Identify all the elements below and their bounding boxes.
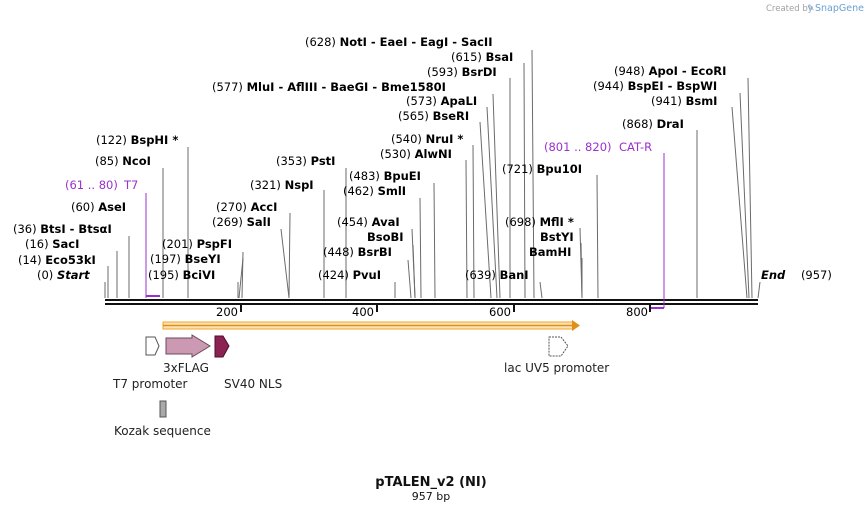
primer-t7-range: (61 .. 80) xyxy=(65,178,118,192)
site-line xyxy=(579,227,583,299)
svg-text:SV40 NLS: SV40 NLS xyxy=(224,377,282,391)
site-line xyxy=(288,212,291,299)
primer-cat-r[interactable]: (801 .. 820) CAT-R xyxy=(544,140,665,309)
axis-label-200: 200 xyxy=(216,305,238,319)
axis-label-400: 400 xyxy=(352,305,374,319)
site-label[interactable]: (353) PstI xyxy=(276,154,335,168)
site-line xyxy=(465,159,468,299)
credit-brand: SnapGene xyxy=(815,3,864,14)
plasmid-length: 957 bp xyxy=(412,490,450,503)
site-label[interactable]: (944) BspEI - BspWI xyxy=(593,79,717,93)
site-line xyxy=(407,259,412,299)
site-label[interactable]: (454) AvaI xyxy=(337,215,400,229)
site-label[interactable]: (615) BsaI xyxy=(451,50,513,64)
svg-text:lac UV5 promoter: lac UV5 promoter xyxy=(504,361,609,375)
site-line xyxy=(280,228,290,299)
svg-text:3xFLAG: 3xFLAG xyxy=(163,361,209,375)
axis-ticks xyxy=(240,305,651,312)
site-label[interactable]: (483) BpuEI xyxy=(349,169,421,183)
site-label[interactable]: (868) DraI xyxy=(622,117,684,131)
site-label[interactable]: (270) AccI xyxy=(216,200,277,214)
site-label[interactable]: (573) ApaLI xyxy=(406,94,477,108)
site-line xyxy=(531,49,535,299)
site-line xyxy=(472,144,475,299)
feature-3xflag[interactable]: 3xFLAG xyxy=(163,334,211,375)
site-label[interactable]: BamHI xyxy=(529,245,571,259)
feature-kozak-sequence[interactable]: Kozak sequence xyxy=(114,400,211,438)
plasmid-name: pTALEN_v2 (NI) xyxy=(375,475,486,490)
feature-t7-promoter[interactable]: T7 promoter xyxy=(112,336,188,391)
site-label[interactable]: (448) BsrBI xyxy=(323,245,392,259)
site-line xyxy=(739,92,750,299)
snapgene-logo-icon: ✎ xyxy=(807,4,815,14)
axis-label-600: 600 xyxy=(489,305,511,319)
site-line xyxy=(433,182,436,299)
site-label[interactable]: (36) BtsI - BtsαI xyxy=(13,222,112,236)
primer-cat-r-range: (801 .. 820) xyxy=(544,140,612,154)
site-line xyxy=(747,77,753,299)
site-label[interactable]: (14) Eco53kI xyxy=(18,253,96,267)
site-label[interactable]: (530) AlwNI xyxy=(380,147,452,161)
site-line xyxy=(492,93,501,299)
primer-t7[interactable]: (61 .. 80) T7 xyxy=(65,178,160,297)
site-labels: (0) Start (14) Eco53kI (16) SacI (36) Bt… xyxy=(13,35,832,282)
site-label[interactable]: (60) AseI xyxy=(71,200,126,214)
site-line xyxy=(757,281,761,299)
site-line xyxy=(523,62,526,299)
sequence-backbone xyxy=(105,299,758,305)
site-line xyxy=(486,106,498,299)
axis-label-800: 800 xyxy=(626,305,648,319)
site-label[interactable]: (0) Start xyxy=(37,268,90,282)
site-line xyxy=(539,281,543,299)
site-label[interactable]: (721) Bpu10I xyxy=(502,162,582,176)
site-label[interactable]: (201) PspFI xyxy=(162,237,232,251)
feature-sv40-nls[interactable]: SV40 NLS xyxy=(214,335,282,391)
svg-text:T7 promoter: T7 promoter xyxy=(112,377,188,391)
site-line xyxy=(419,197,422,299)
site-lines xyxy=(104,49,761,299)
site-label[interactable]: (321) NspI xyxy=(250,178,314,192)
site-label[interactable]: (85) NcoI xyxy=(95,154,151,168)
site-label[interactable]: (639) BanI xyxy=(465,268,529,282)
site-label[interactable]: End (957) xyxy=(761,268,832,282)
site-label[interactable]: (540) NruI * xyxy=(391,132,463,146)
site-label[interactable]: (424) PvuI xyxy=(318,268,381,282)
site-label[interactable]: (462) SmlI xyxy=(343,184,406,198)
svg-text:Kozak sequence: Kozak sequence xyxy=(114,424,211,438)
site-label[interactable]: (948) ApoI - EcoRI xyxy=(614,64,726,78)
feature-lac-uv5-promoter[interactable]: lac UV5 promoter xyxy=(504,336,609,375)
site-label[interactable]: (122) BspHI * xyxy=(96,133,178,147)
orf-arrow[interactable] xyxy=(162,320,580,331)
site-label[interactable]: (941) BsmI xyxy=(651,94,717,108)
site-label[interactable]: BsoBI xyxy=(367,230,404,244)
site-label[interactable]: (197) BseYI xyxy=(150,252,221,266)
site-line xyxy=(241,251,244,299)
primer-cat-r-label: CAT-R xyxy=(619,140,652,154)
site-line xyxy=(731,106,748,299)
credit-prefix: Created by xyxy=(766,4,813,14)
site-line xyxy=(411,228,416,299)
site-label[interactable]: (565) BseRI xyxy=(398,109,469,123)
site-label[interactable]: (698) MflI * xyxy=(505,215,574,229)
primer-t7-label: T7 xyxy=(123,178,138,192)
site-label[interactable]: (195) BciVI xyxy=(148,268,215,282)
site-label[interactable]: (628) NotI - EaeI - EagI - SacII xyxy=(305,35,492,49)
site-label[interactable]: BstYI xyxy=(540,230,574,244)
site-line xyxy=(596,174,599,299)
site-label[interactable]: (16) SacI xyxy=(25,237,79,251)
site-line xyxy=(479,121,492,299)
site-label[interactable]: (269) SalI xyxy=(212,215,271,229)
site-label[interactable]: (593) BsrDI xyxy=(427,65,497,79)
site-label[interactable]: (577) MluI - AflIII - BaeGI - Bme1580I xyxy=(212,80,446,94)
